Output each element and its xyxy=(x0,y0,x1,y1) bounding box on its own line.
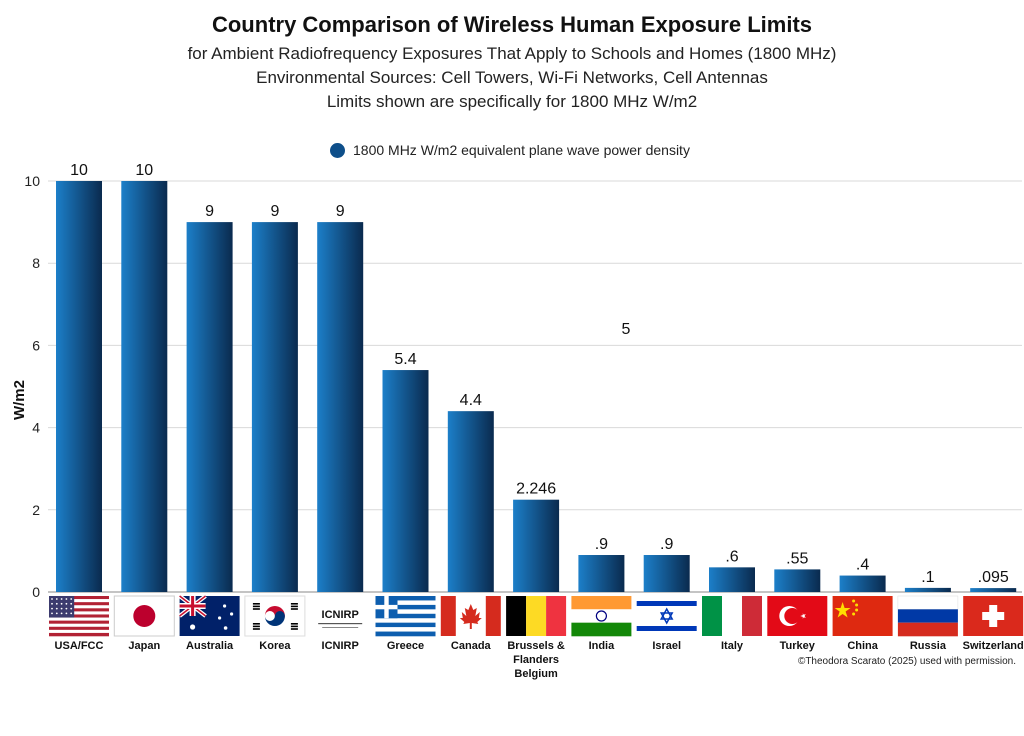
x-tick-label: Australia xyxy=(186,640,234,652)
x-tick-label: Greece xyxy=(387,640,424,652)
x-tick-label: Italy xyxy=(721,640,744,652)
bar xyxy=(382,370,429,592)
chart-subtitle-1: for Ambient Radiofrequency Exposures Tha… xyxy=(187,44,837,63)
x-tick-label: Canada xyxy=(451,640,492,652)
bar xyxy=(513,499,560,592)
x-tick-label: India xyxy=(589,640,616,652)
data-label: 9 xyxy=(336,203,345,220)
china-flag-icon xyxy=(832,596,893,636)
x-tick-label: Switzerland xyxy=(963,640,1024,652)
annotation-label: 5 xyxy=(622,321,631,338)
y-tick-label: 4 xyxy=(32,420,40,436)
bar xyxy=(186,222,233,592)
belgium-flag-icon xyxy=(506,596,567,636)
x-tick-label: Japan xyxy=(128,640,160,652)
x-tick-label: Turkey xyxy=(780,640,816,652)
us-flag-icon xyxy=(49,596,109,637)
data-label: .095 xyxy=(978,569,1009,586)
legend-label: 1800 MHz W/m2 equivalent plane wave powe… xyxy=(353,142,690,158)
switzerland-flag-icon xyxy=(963,596,1024,636)
bar xyxy=(317,222,364,592)
icnirp-logo-text: ICNIRP xyxy=(322,609,359,621)
icnirp-logo: ICNIRP xyxy=(310,596,371,636)
data-label: 9 xyxy=(205,203,214,220)
bar xyxy=(839,575,886,592)
bar xyxy=(643,555,690,592)
greece-flag-icon xyxy=(375,596,436,637)
y-tick-label: 0 xyxy=(32,584,40,600)
turkey-flag-icon xyxy=(767,596,828,636)
data-label: 10 xyxy=(135,162,153,179)
data-label: .1 xyxy=(921,569,934,586)
x-tick-label: ICNIRP xyxy=(322,640,359,652)
data-label: .55 xyxy=(786,550,808,567)
x-tick-label: China xyxy=(847,640,878,652)
bar xyxy=(447,411,494,592)
data-label: .9 xyxy=(660,536,673,553)
y-tick-label: 2 xyxy=(32,502,40,518)
y-tick-label: 10 xyxy=(24,173,40,189)
data-label: 10 xyxy=(70,162,88,179)
india-flag-icon xyxy=(571,596,632,637)
bar xyxy=(709,567,755,592)
data-label: 4.4 xyxy=(460,392,482,409)
data-label: 2.246 xyxy=(516,481,556,498)
x-tick-label: USA/FCC xyxy=(55,640,104,652)
credit-text: ©Theodora Scarato (2025) used with permi… xyxy=(797,656,1016,667)
data-label: 5.4 xyxy=(394,351,416,368)
bar xyxy=(904,587,951,592)
canada-flag-icon xyxy=(440,596,501,636)
data-label: .9 xyxy=(595,536,608,553)
y-tick-label: 6 xyxy=(32,337,40,353)
russia-flag-icon xyxy=(897,595,959,637)
australia-flag-icon xyxy=(178,594,240,636)
data-label: .4 xyxy=(856,557,869,574)
chart-legend: 1800 MHz W/m2 equivalent plane wave powe… xyxy=(330,142,690,158)
bar xyxy=(251,222,298,592)
x-tick-label: Brussels & Flanders Belgium xyxy=(507,640,565,680)
bar xyxy=(774,569,821,592)
bar xyxy=(578,555,625,592)
japan-flag-icon xyxy=(113,595,175,637)
y-tick-label: 8 xyxy=(32,255,40,271)
korea-flag-icon xyxy=(244,595,306,637)
israel-flag-icon xyxy=(636,596,697,636)
italy-flag-icon xyxy=(702,596,762,636)
data-label: .6 xyxy=(725,548,738,565)
x-tick-label: Russia xyxy=(910,640,947,652)
bar xyxy=(56,181,102,592)
x-tick-label: Korea xyxy=(259,640,291,652)
data-label: 9 xyxy=(270,203,279,220)
chart-subtitle-3: Limits shown are specifically for 1800 M… xyxy=(326,92,698,111)
legend-marker-icon xyxy=(330,142,345,158)
chart-subtitle-2: Environmental Sources: Cell Towers, Wi-F… xyxy=(256,68,768,87)
bar xyxy=(970,588,1017,592)
chart-title: Country Comparison of Wireless Human Exp… xyxy=(211,12,812,37)
x-tick-label: Israel xyxy=(652,640,681,652)
bar xyxy=(121,181,168,592)
y-axis-label: W/m2 xyxy=(11,380,28,420)
